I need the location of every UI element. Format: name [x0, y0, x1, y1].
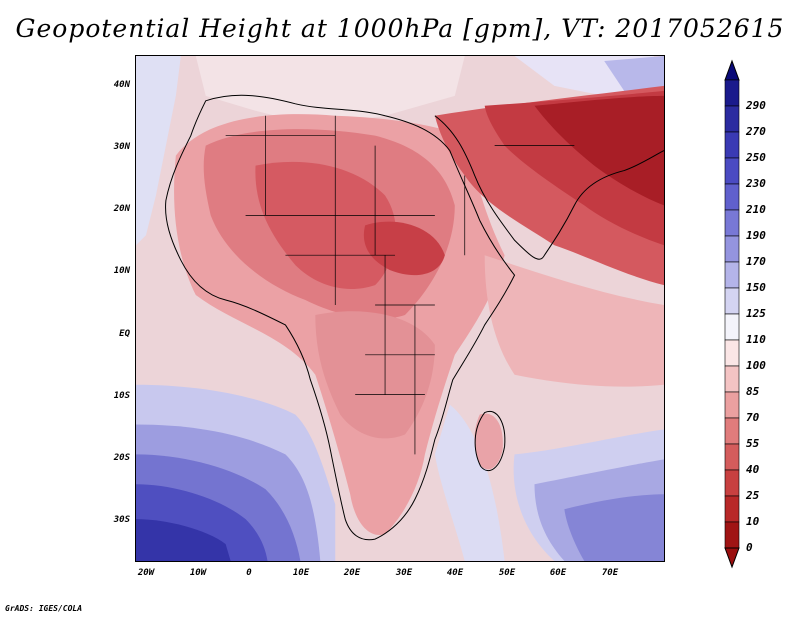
channel-pale [434, 404, 505, 561]
colorbar-label: 170 [746, 255, 766, 268]
colorbar-segment [724, 443, 740, 471]
colorbar-segment [724, 339, 740, 367]
lat-label-20n: 20N [113, 204, 130, 214]
colorbar-segment [724, 183, 740, 211]
colorbar-segment [724, 105, 740, 133]
map-title: Geopotential Height at 1000hPa [gpm], VT… [15, 14, 785, 43]
lon-label-70e: 70E [601, 568, 619, 578]
colorbar-segment [724, 417, 740, 445]
colorbar-label: 190 [746, 229, 766, 242]
lon-label-0: 0 [246, 568, 252, 578]
colorbar-label: 70 [746, 411, 760, 424]
central-africa-warm [315, 311, 435, 439]
lat-label-30n: 30N [113, 142, 130, 152]
colorbar-segment [724, 391, 740, 419]
lat-label-20s: 20S [113, 453, 130, 463]
colorbar-segment [724, 365, 740, 393]
south-indian-low-3 [564, 494, 664, 561]
colorbar-segment [724, 287, 740, 315]
colorbar-label: 55 [746, 437, 760, 450]
lat-label-40n: 40N [113, 80, 130, 90]
colorbar-segment [724, 495, 740, 523]
colorbar-segment [724, 469, 740, 497]
arabia-coastline [434, 115, 664, 260]
lon-label-40e: 40E [446, 568, 464, 578]
lon-label-60e: 60E [549, 568, 567, 578]
colorbar-segment [724, 261, 740, 289]
colorbar-segment [724, 209, 740, 237]
lon-label-10e: 10E [292, 568, 310, 578]
colorbar-label: 110 [746, 333, 766, 346]
indian-ocean-warm [484, 255, 664, 387]
colorbar-label: 250 [746, 151, 766, 164]
lon-label-20w: 20W [137, 568, 155, 578]
colorbar-label: 210 [746, 203, 766, 216]
colorbar-label: 85 [746, 385, 760, 398]
geopotential-height-map [135, 55, 665, 562]
colorbar-label: 290 [746, 99, 766, 112]
colorbar-label: 270 [746, 125, 766, 138]
colorbar-label: 25 [746, 489, 760, 502]
madagascar-coastline [474, 410, 506, 472]
colorbar-segment [724, 521, 740, 549]
north-pale-region [195, 56, 465, 126]
lat-label-10s: 10S [113, 391, 130, 401]
lon-label-30e: 30E [395, 568, 413, 578]
colorbar-label: 230 [746, 177, 766, 190]
sudan-core [363, 221, 445, 276]
africa-warm-3 [255, 161, 396, 290]
colorbar-label: 150 [746, 281, 766, 294]
colorbar-segment [724, 131, 740, 159]
colorbar-segment [724, 313, 740, 341]
lon-label-20e: 20E [343, 568, 361, 578]
grads-credit: GrADS: IGES/COLA [5, 604, 83, 613]
colorbar-segment [724, 157, 740, 185]
south-atlantic-low-5 [136, 519, 231, 561]
colorbar-label: 0 [746, 541, 753, 554]
colorbar-top-arrow [724, 59, 740, 81]
madagascar-warm [474, 413, 503, 470]
lat-label-30s: 30S [113, 515, 130, 525]
lat-label-10n: 10N [113, 266, 130, 276]
country-borders [225, 115, 575, 455]
colorbar-label: 10 [746, 515, 760, 528]
colorbar-segment [724, 79, 740, 107]
colorbar-label: 40 [746, 463, 760, 476]
africa-coastline [165, 94, 516, 541]
colorbar-label: 100 [746, 359, 766, 372]
lat-label-eq: EQ [119, 329, 130, 339]
colorbar-label: 125 [746, 307, 766, 320]
lon-label-50e: 50E [498, 568, 516, 578]
west-ocean-region [136, 56, 181, 246]
iran-core [534, 95, 664, 206]
lon-label-10w: 10W [189, 568, 207, 578]
colorbar-segment [724, 235, 740, 263]
colorbar-bottom-arrow [724, 547, 740, 569]
